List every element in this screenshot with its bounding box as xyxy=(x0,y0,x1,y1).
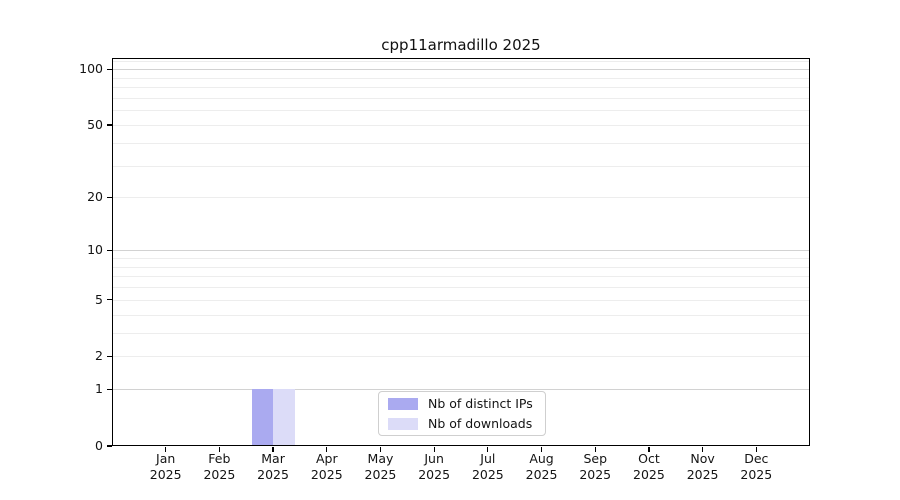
bar-nb-of-downloads xyxy=(273,389,295,446)
y-axis-tick xyxy=(107,249,112,251)
x-axis-year-label: 2025 xyxy=(471,467,504,482)
gridline-minor xyxy=(112,332,810,334)
gridline-minor xyxy=(112,356,810,358)
gridline-minor xyxy=(112,314,810,316)
y-axis-tick-label: 100 xyxy=(79,61,103,77)
x-axis-tick xyxy=(379,447,382,452)
x-axis-year-label: 2025 xyxy=(579,467,612,482)
gridline-minor xyxy=(112,299,810,301)
x-axis-tick-label: May 2025 xyxy=(350,451,410,483)
x-axis-year-label: 2025 xyxy=(364,467,397,482)
x-axis-tick xyxy=(326,447,328,452)
y-axis-tick-label: 2 xyxy=(95,348,103,364)
x-axis-tick xyxy=(648,447,650,452)
x-axis-tick xyxy=(487,447,489,452)
y-axis-tick-label: 1 xyxy=(95,381,103,397)
y-axis-tick xyxy=(107,196,112,198)
gridline-minor xyxy=(112,61,810,63)
gridline-minor xyxy=(112,110,810,112)
x-axis-tick-label: Dec 2025 xyxy=(726,451,786,483)
x-axis-tick xyxy=(433,447,435,452)
x-axis-year-label: 2025 xyxy=(203,467,236,482)
x-axis-tick xyxy=(594,447,596,452)
x-axis-tick-label: Jan 2025 xyxy=(136,451,196,483)
y-axis-tick-label: 20 xyxy=(87,189,103,205)
x-axis-tick xyxy=(755,447,757,452)
x-axis-tick-label: Nov 2025 xyxy=(673,451,733,483)
gridline-major xyxy=(112,69,810,71)
x-axis-tick-label: Aug 2025 xyxy=(512,451,572,483)
gridline-minor xyxy=(112,124,810,126)
gridline-minor xyxy=(112,87,810,89)
x-axis-tick-label: Oct 2025 xyxy=(619,451,679,483)
y-axis-tick-label: 10 xyxy=(87,242,103,258)
gridline-minor xyxy=(112,276,810,278)
legend: Nb of distinct IPs Nb of downloads xyxy=(378,391,546,436)
gridline-minor xyxy=(112,77,810,79)
x-axis-year-label: 2025 xyxy=(149,467,182,482)
y-axis-tick-label: 5 xyxy=(95,291,103,307)
x-axis-tick-label: Sep 2025 xyxy=(565,451,625,483)
y-axis-tick xyxy=(107,445,112,447)
x-axis-year-label: 2025 xyxy=(633,467,665,482)
y-axis-tick xyxy=(107,355,112,357)
gridline-minor xyxy=(112,142,810,144)
plot-area: Nb of distinct IPs Nb of downloads xyxy=(112,58,810,446)
gridline-minor xyxy=(112,266,810,268)
x-axis-year-label: 2025 xyxy=(740,467,773,482)
legend-label-distinct-ips: Nb of distinct IPs xyxy=(428,396,533,411)
gridline-minor xyxy=(112,197,810,199)
x-axis-year-label: 2025 xyxy=(686,467,719,482)
gridline-minor xyxy=(112,258,810,259)
chart-title: cpp11armadillo 2025 xyxy=(381,36,541,54)
y-axis-tick xyxy=(107,124,112,126)
gridline-major xyxy=(112,250,810,252)
x-axis-tick-label: Jun 2025 xyxy=(404,451,464,483)
y-axis-tick xyxy=(107,388,112,390)
gridline-major xyxy=(112,389,810,391)
x-axis-year-label: 2025 xyxy=(257,467,289,482)
x-axis-tick xyxy=(218,447,220,452)
x-axis-tick xyxy=(272,447,274,452)
y-axis-tick-label: 50 xyxy=(87,116,103,132)
y-axis-tick-label: 0 xyxy=(95,438,103,453)
x-axis-tick xyxy=(540,447,543,452)
legend-item-distinct-ips: Nb of distinct IPs xyxy=(379,395,545,412)
x-axis-tick xyxy=(165,447,167,452)
gridline-minor xyxy=(112,97,810,99)
gridline-minor xyxy=(112,165,810,167)
y-axis-tick xyxy=(107,299,112,301)
x-axis-year-label: 2025 xyxy=(310,467,343,482)
y-axis-tick xyxy=(107,68,112,70)
x-axis-tick-label: Feb 2025 xyxy=(189,451,249,483)
x-axis-tick-label: Apr 2025 xyxy=(297,451,357,483)
legend-swatch-distinct-ips xyxy=(388,397,418,410)
x-axis-tick-label: Jul 2025 xyxy=(458,451,518,483)
gridline-minor xyxy=(112,287,810,289)
x-axis-tick-label: Mar 2025 xyxy=(243,451,303,483)
legend-item-downloads: Nb of downloads xyxy=(379,415,545,432)
bar-nb-of-distinct-ips xyxy=(251,389,274,446)
x-axis-year-label: 2025 xyxy=(418,467,451,482)
plot-frame xyxy=(112,58,810,446)
x-axis-tick xyxy=(702,447,704,452)
legend-swatch-downloads xyxy=(388,417,418,430)
x-axis-year-label: 2025 xyxy=(525,467,558,482)
legend-label-downloads: Nb of downloads xyxy=(428,416,533,431)
